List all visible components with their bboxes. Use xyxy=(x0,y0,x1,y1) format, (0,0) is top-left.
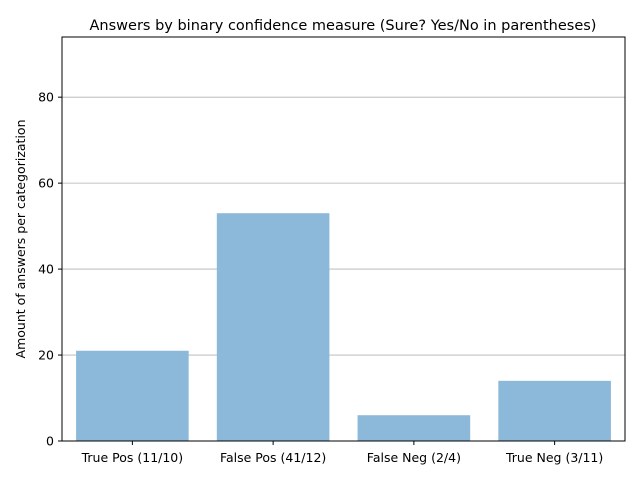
chart-title: Answers by binary confidence measure (Su… xyxy=(90,18,597,34)
gridlines xyxy=(62,96,625,356)
x-axis-ticks: True Pos (11/10) False Pos (41/12) False N… xyxy=(81,441,603,465)
bar-true-pos xyxy=(76,350,189,441)
y-tick-label: 20 xyxy=(38,348,54,363)
x-tick-label: True Neg (3/11) xyxy=(505,450,603,465)
y-tick-label: 60 xyxy=(38,176,54,191)
x-tick-label: False Pos (41/12) xyxy=(220,450,326,465)
y-axis-label: Amount of answers per categorization xyxy=(13,120,28,359)
bar-true-neg xyxy=(498,380,611,441)
x-tick-label: False Neg (2/4) xyxy=(367,450,461,465)
bar-false-neg xyxy=(357,415,471,441)
plot-frame xyxy=(61,36,626,442)
y-tick-label: 80 xyxy=(38,90,54,105)
x-tick-label: True Pos (11/10) xyxy=(81,450,184,465)
y-tick-label: 40 xyxy=(38,262,54,277)
bars xyxy=(76,213,611,441)
y-tick-label: 0 xyxy=(46,434,54,449)
bar-false-pos xyxy=(216,213,330,441)
y-axis-ticks: 0 20 40 60 80 xyxy=(38,90,62,449)
